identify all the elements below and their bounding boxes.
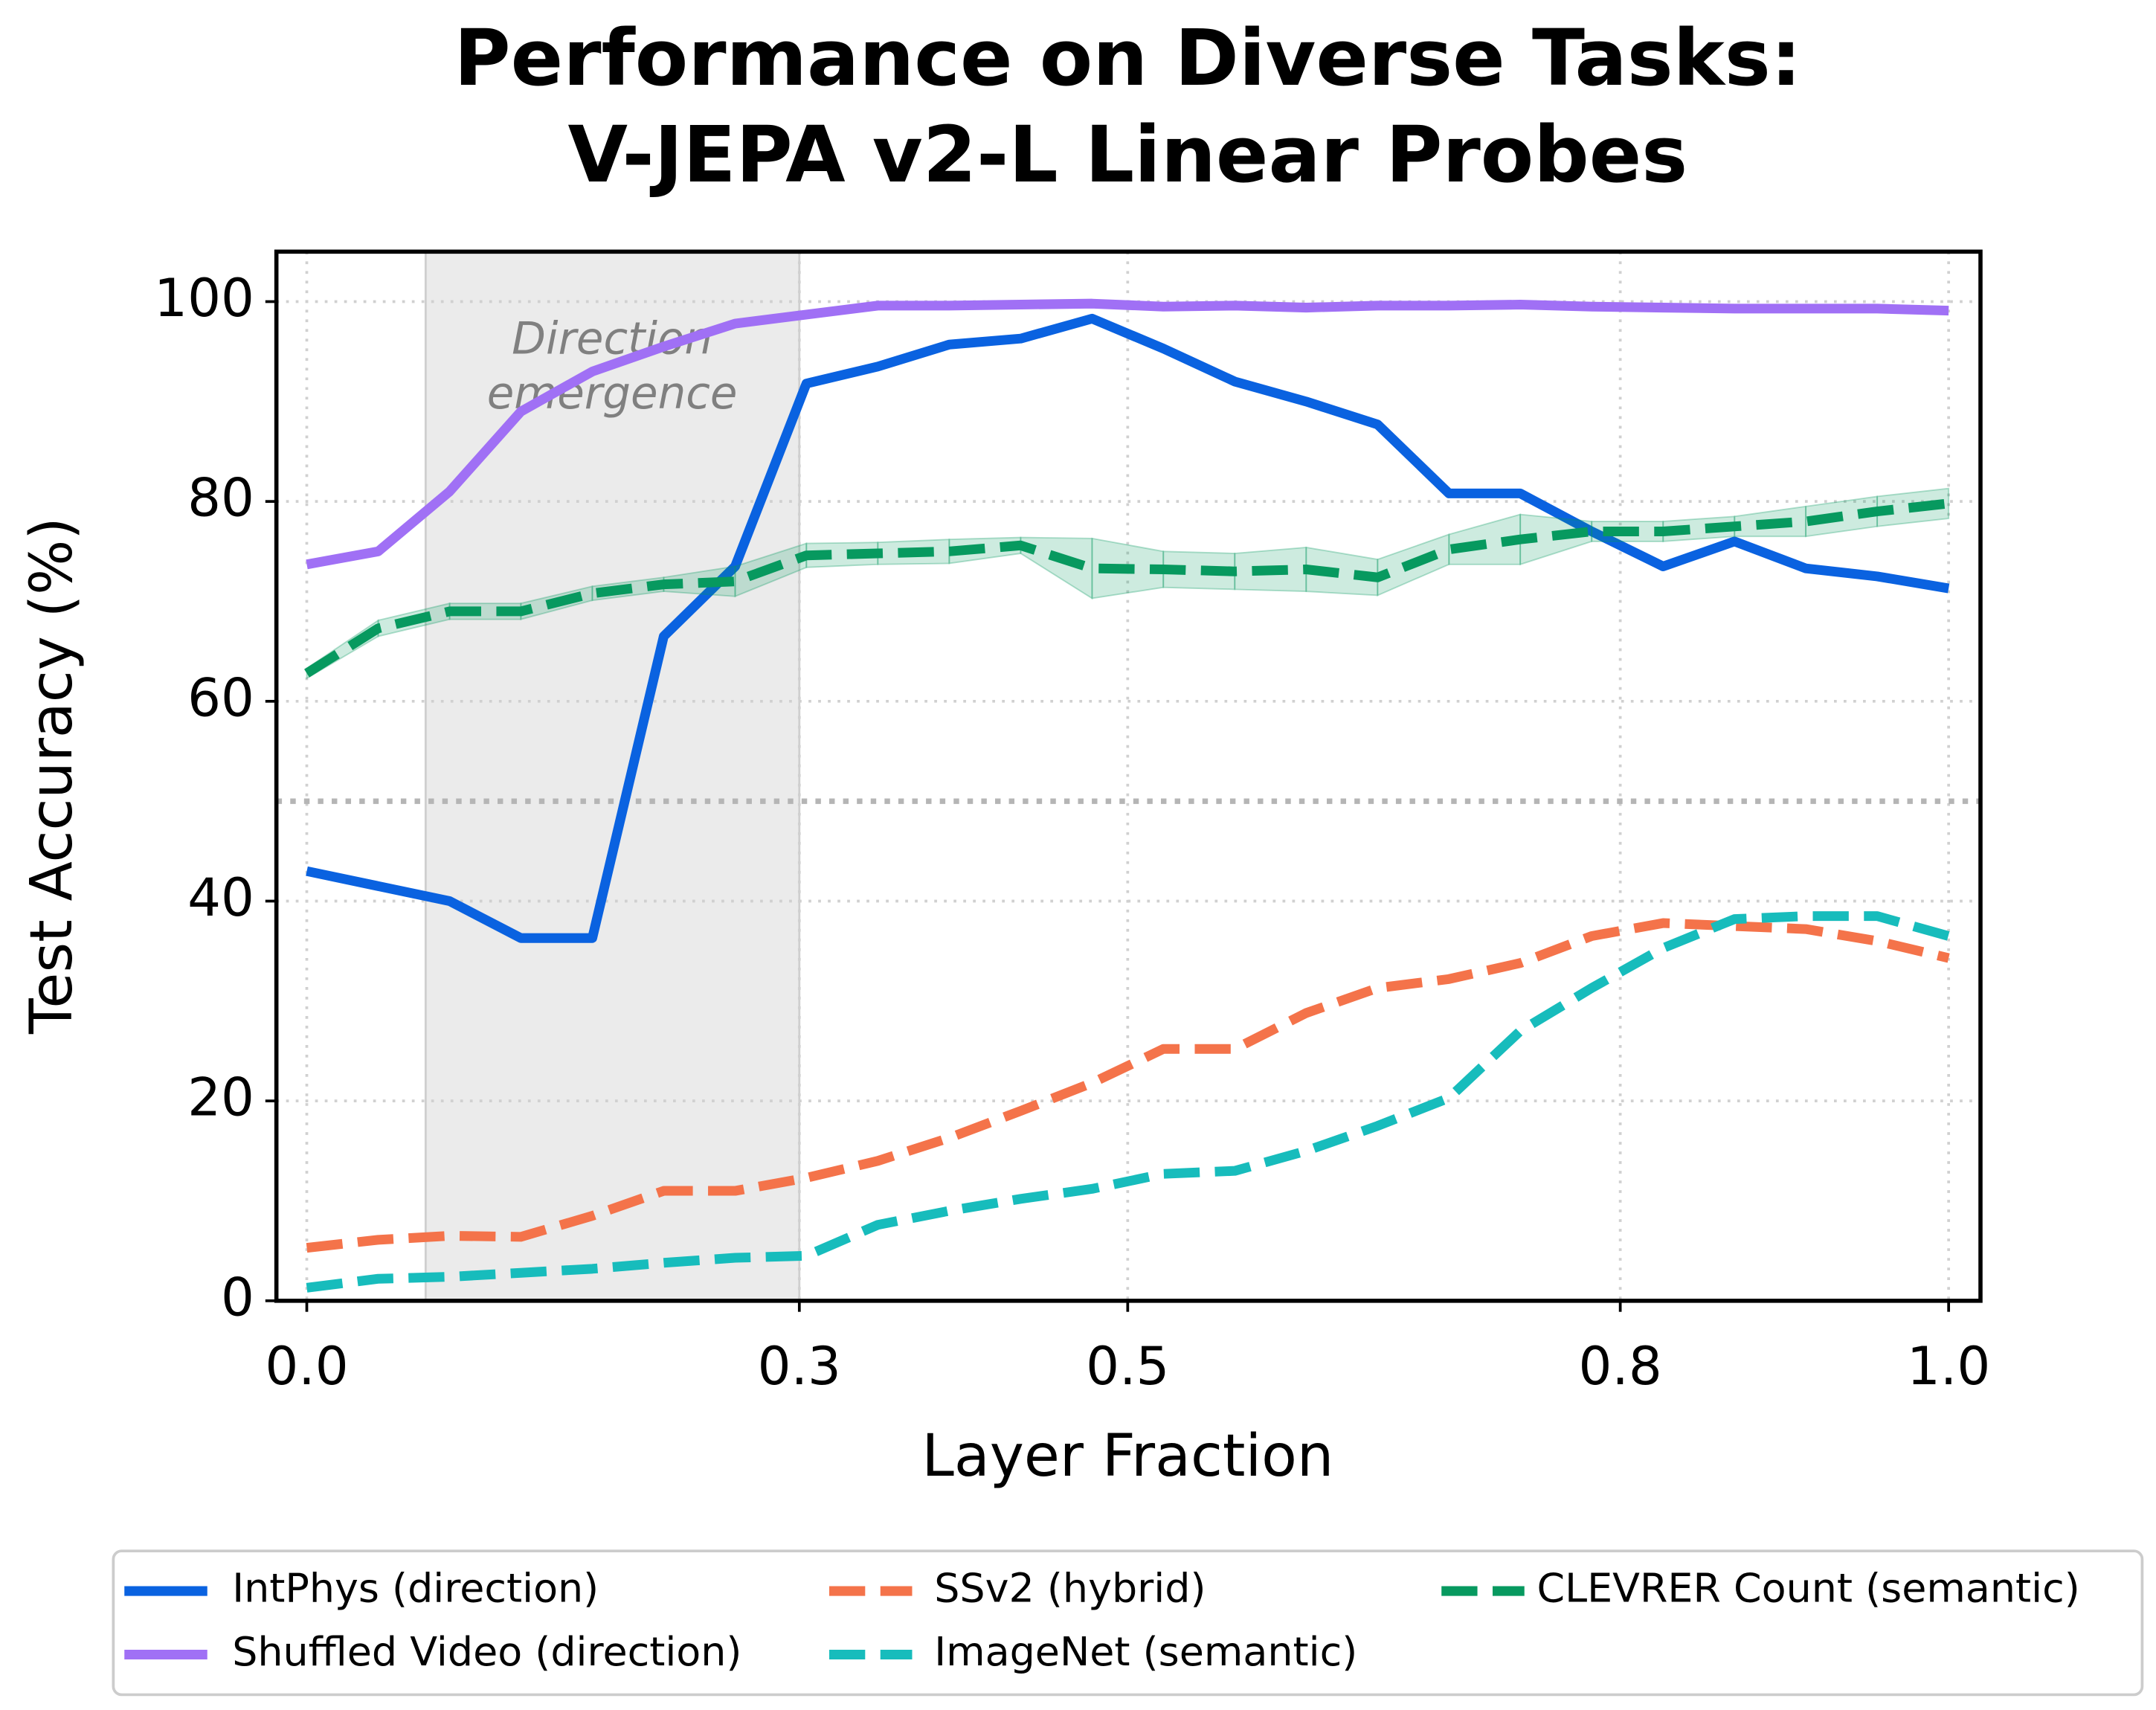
error-band [1305, 546, 1379, 597]
x-tick-label: 0.3 [758, 1335, 841, 1397]
chart-title: V-JEPA v2-L Linear Probes [568, 109, 1688, 200]
y-tick-label: 60 [187, 666, 254, 728]
legend-label: ImageNet (semantic) [934, 1628, 1357, 1675]
y-tick-label: 20 [187, 1067, 254, 1128]
y-tick-label: 0 [221, 1266, 254, 1328]
plot-frame [274, 249, 1983, 1303]
y-tick-label: 40 [187, 867, 254, 928]
legend-label: IntPhys (direction) [232, 1565, 599, 1612]
error-band [1162, 550, 1236, 591]
y-axis-label: Test Accuracy (%) [19, 517, 86, 1035]
x-axis-label: Layer Fraction [921, 1423, 1333, 1490]
legend-label: Shuffled Video (direction) [232, 1628, 741, 1675]
legend-box [112, 1549, 2144, 1697]
series-line [306, 313, 1950, 943]
series-line [306, 911, 1950, 1293]
shaded-region [424, 250, 801, 1302]
x-tick-label: 0.0 [265, 1335, 348, 1397]
chart-title: Performance on Diverse Tasks: [454, 13, 1801, 103]
x-tick-label: 0.5 [1086, 1335, 1169, 1397]
legend-label: CLEVRER Count (semantic) [1536, 1565, 2079, 1612]
y-tick-label: 80 [187, 467, 254, 529]
series-line [306, 918, 1950, 1253]
x-tick-label: 0.8 [1578, 1335, 1661, 1397]
legend-label: SSv2 (hybrid) [934, 1565, 1206, 1612]
x-tick-label: 1.0 [1907, 1335, 1990, 1397]
series-line [304, 498, 1949, 678]
error-band [1448, 513, 1522, 565]
series-line [306, 298, 1949, 570]
y-tick-label: 100 [154, 267, 254, 329]
